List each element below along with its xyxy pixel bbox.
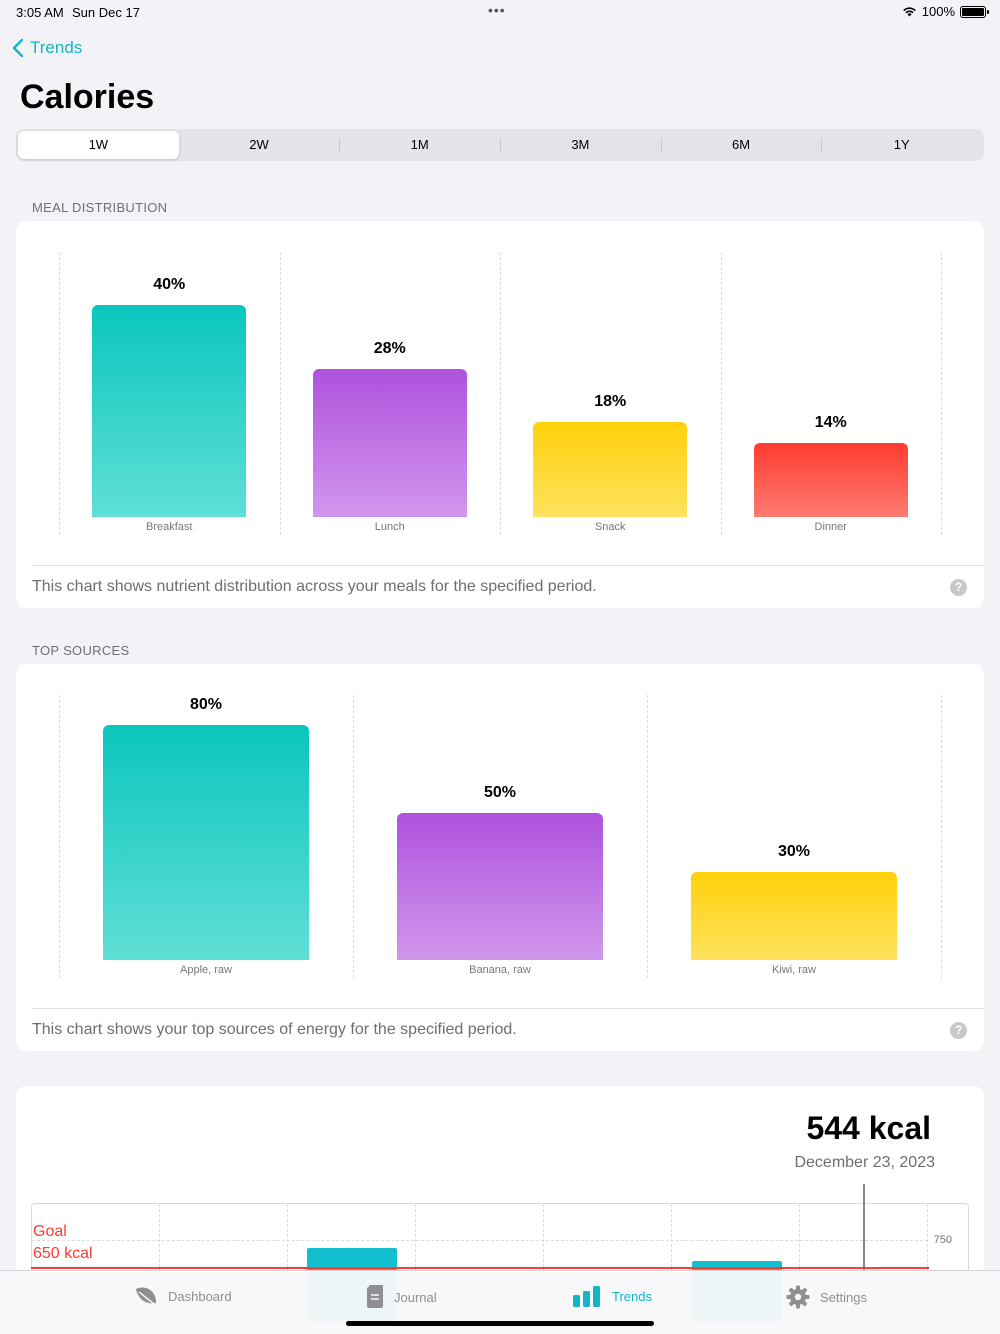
period-2w[interactable]: 2W — [249, 137, 269, 152]
help-icon[interactable]: ? — [950, 1022, 967, 1039]
period-1w[interactable]: 1W — [18, 131, 179, 159]
period-picker[interactable]: 1W 2W 1M 3M 6M 1Y — [16, 129, 984, 161]
back-label: Trends — [30, 38, 83, 57]
gridline — [799, 1204, 800, 1322]
category-label: Snack — [594, 521, 626, 533]
gridline — [500, 252, 501, 535]
status-right: 100% — [902, 4, 989, 19]
selection-line — [863, 1184, 865, 1284]
bar-value-label: 14% — [814, 413, 847, 431]
status-date: Sun Dec 17 — [72, 5, 140, 20]
gridline — [159, 1204, 160, 1322]
period-1m[interactable]: 1M — [339, 131, 500, 159]
wifi-icon — [902, 7, 916, 17]
category-label: Breakfast — [146, 521, 193, 533]
gridline — [415, 1204, 416, 1322]
leaf-icon — [136, 1287, 156, 1305]
chart-bar[interactable] — [92, 305, 247, 517]
goal-label: Goal — [33, 1223, 67, 1240]
axis-tick-label: 750 — [933, 1234, 952, 1246]
goal-line — [31, 1267, 929, 1269]
gridline — [59, 695, 60, 978]
period-3m[interactable]: 3M — [500, 131, 661, 159]
top-sources-note: This chart shows your top sources of ene… — [32, 1021, 517, 1038]
tab-journal[interactable]: Journal — [366, 1285, 437, 1309]
bar-chart-icon — [573, 1286, 600, 1307]
period-6m[interactable]: 6M — [660, 131, 822, 159]
tab-settings[interactable]: Settings — [786, 1285, 867, 1309]
chart-bar[interactable] — [753, 442, 908, 517]
bar-value-label: 28% — [373, 339, 406, 357]
bar-value-label: 18% — [594, 392, 627, 410]
status-bar: 3:05 AM Sun Dec 17 ••• 100% — [0, 0, 1000, 24]
page-title: Calories — [20, 78, 155, 116]
gridline — [287, 1204, 288, 1322]
status-time: 3:05 AM — [16, 5, 64, 20]
gridline — [647, 695, 648, 978]
chart-bar[interactable] — [691, 871, 897, 960]
multitasking-dots-icon[interactable]: ••• — [488, 2, 506, 18]
category-label: Banana, raw — [469, 964, 531, 976]
top-sources-card: 80% Apple, raw 50% Banana, raw 30% Kiwi, raw … — [16, 664, 984, 1051]
tab-dashboard[interactable]: Dashboard — [134, 1285, 232, 1307]
chevron-left-icon — [12, 38, 24, 58]
home-indicator — [346, 1321, 654, 1326]
battery-percent: 100% — [921, 4, 955, 19]
category-label: Dinner — [814, 521, 847, 533]
top-sources-header: TOP SOURCES — [32, 643, 130, 658]
gridline — [59, 252, 60, 535]
selected-kcal-value: 544 kcal — [806, 1110, 931, 1146]
bar-value-label: 30% — [777, 842, 811, 860]
category-label: Kiwi, raw — [771, 964, 816, 976]
bar-value-label: 80% — [189, 695, 223, 713]
gear-icon — [786, 1285, 810, 1309]
meal-distribution-note: This chart shows nutrient distribution a… — [32, 578, 597, 595]
tab-label: Trends — [612, 1288, 652, 1304]
period-1y[interactable]: 1Y — [821, 131, 982, 159]
divider — [32, 1008, 984, 1009]
gridline — [279, 252, 281, 535]
selected-date: December 23, 2023 — [794, 1154, 935, 1171]
tab-label: Journal — [394, 1289, 437, 1305]
gridline-750 — [32, 1240, 928, 1241]
gridline — [543, 1204, 544, 1322]
goal-value: 650 kcal — [33, 1245, 93, 1262]
bar-value-label: 40% — [153, 276, 186, 293]
journal-icon — [367, 1285, 383, 1308]
top-sources-chart: 80% Apple, raw 50% Banana, raw 30% Kiwi, raw — [59, 695, 942, 978]
help-icon[interactable]: ? — [950, 579, 967, 596]
gridline — [353, 695, 354, 978]
tab-label: Settings — [820, 1289, 867, 1305]
gridline — [941, 252, 942, 535]
divider — [32, 565, 984, 566]
chart-bar[interactable] — [312, 368, 467, 517]
battery-icon — [960, 5, 989, 18]
bar-value-label: 50% — [483, 784, 517, 801]
back-button[interactable]: Trends — [12, 38, 82, 58]
chart-bar[interactable] — [533, 421, 688, 517]
category-label: Lunch — [374, 521, 405, 533]
meal-distribution-card: 40% Breakfast 28% Lunch 18% Snack 14% Dinner Th… — [16, 221, 984, 608]
gridline — [671, 1204, 672, 1322]
chart-bar[interactable] — [103, 724, 309, 960]
gridline — [927, 1204, 928, 1322]
meal-distribution-chart: 40% Breakfast 28% Lunch 18% Snack 14% Dinner — [59, 252, 942, 535]
tab-label: Dashboard — [168, 1288, 232, 1304]
gridline — [720, 252, 722, 535]
tab-trends[interactable]: Trends — [572, 1285, 652, 1307]
gridline — [941, 695, 942, 978]
meal-distribution-header: MEAL DISTRIBUTION — [32, 200, 168, 215]
chart-bar[interactable] — [397, 813, 603, 960]
category-label: Apple, raw — [180, 964, 232, 976]
